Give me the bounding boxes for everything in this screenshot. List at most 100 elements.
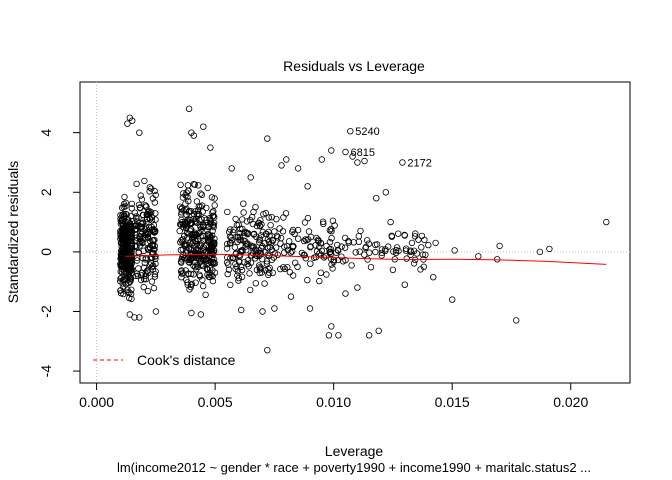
data-point (256, 235, 263, 242)
data-point (415, 236, 422, 243)
data-point (210, 208, 217, 215)
data-point (331, 222, 338, 229)
data-point (307, 243, 314, 250)
data-point (279, 228, 287, 235)
data-point (120, 225, 127, 232)
data-point (128, 242, 136, 250)
data-point (192, 279, 199, 286)
data-point (356, 248, 363, 255)
data-point (128, 200, 136, 208)
data-point (119, 261, 127, 269)
data-point (338, 243, 345, 250)
data-point (253, 233, 260, 240)
data-point (233, 263, 240, 270)
data-point (265, 228, 272, 236)
data-point (131, 314, 138, 321)
data-point (197, 311, 205, 318)
data-point (211, 195, 218, 202)
y-tick-label: 4 (38, 129, 54, 137)
data-point (342, 148, 349, 156)
data-point (327, 248, 334, 255)
data-point (280, 264, 287, 271)
data-point (260, 210, 267, 218)
data-point (204, 184, 211, 192)
data-point (207, 144, 214, 151)
data-point (180, 255, 188, 262)
data-point (403, 255, 410, 262)
data-point (246, 270, 253, 277)
data-point (135, 201, 143, 209)
data-point (136, 235, 144, 242)
data-point (269, 237, 276, 244)
data-point (367, 264, 375, 271)
data-point (152, 255, 159, 263)
data-point (425, 241, 432, 249)
data-point (194, 249, 201, 257)
data-point (231, 244, 239, 251)
data-point (135, 214, 142, 222)
data-point (230, 229, 237, 236)
data-point (191, 217, 199, 225)
data-point (142, 270, 149, 277)
data-point (303, 237, 310, 244)
data-point (191, 229, 199, 236)
data-point (298, 249, 306, 257)
data-point (408, 239, 416, 247)
data-point (177, 181, 184, 188)
data-point (243, 218, 251, 225)
data-point (411, 247, 418, 254)
data-point (249, 220, 257, 228)
data-point (362, 244, 369, 252)
data-point (271, 305, 278, 312)
data-point (310, 254, 318, 261)
data-point (289, 243, 297, 251)
data-point (183, 276, 190, 283)
data-point (361, 157, 368, 165)
data-point (126, 274, 134, 281)
data-point (133, 243, 140, 250)
data-point (149, 250, 157, 257)
data-point (302, 236, 309, 243)
y-tick-label: -4 (38, 365, 54, 378)
data-point (261, 280, 268, 287)
data-point (227, 255, 234, 262)
data-point (137, 192, 144, 199)
y-axis: -4 -2 0 2 4 (38, 129, 81, 378)
data-point (203, 204, 210, 212)
data-point (372, 248, 379, 256)
data-point (451, 247, 458, 254)
data-point (188, 241, 195, 248)
data-point (187, 252, 194, 259)
data-point (131, 226, 138, 233)
data-point (274, 234, 281, 241)
x-tick-label: 0.010 (316, 394, 351, 410)
data-point (202, 291, 209, 298)
data-point (232, 215, 239, 223)
data-point (204, 266, 212, 273)
data-point (179, 236, 187, 243)
data-point (184, 182, 192, 189)
data-point (197, 233, 204, 240)
data-point (291, 230, 298, 237)
data-point (210, 241, 218, 248)
point-label: 2172 (407, 158, 431, 170)
data-point (197, 241, 204, 249)
data-point (191, 259, 198, 266)
data-point (389, 266, 397, 273)
data-point (199, 282, 207, 290)
data-point (322, 253, 329, 260)
data-point (142, 229, 150, 236)
data-point (183, 229, 191, 237)
data-point (248, 213, 256, 221)
data-point (235, 221, 242, 228)
data-point (227, 234, 235, 241)
x-tick-label: 0.005 (198, 394, 233, 410)
data-point (176, 227, 183, 235)
data-point (194, 247, 202, 254)
data-point (209, 250, 216, 257)
data-point (230, 226, 237, 233)
data-point (328, 147, 335, 154)
data-point (149, 241, 157, 248)
data-point (141, 177, 148, 185)
data-point (258, 264, 265, 272)
